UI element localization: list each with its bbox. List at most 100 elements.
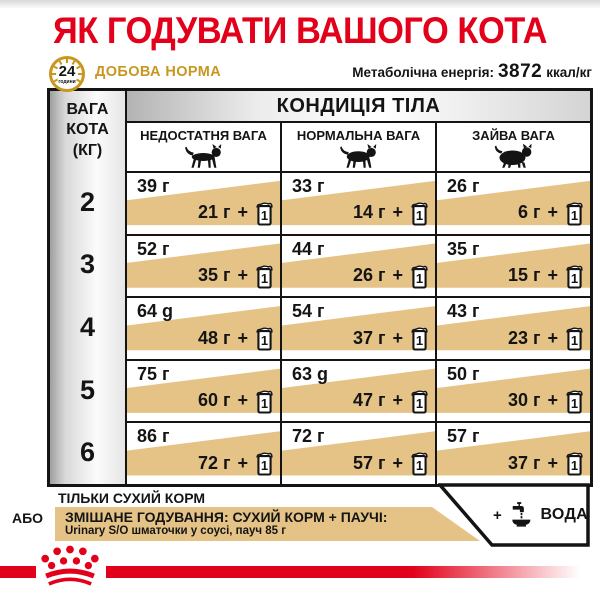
mixed-amount: 26 г + 1: [353, 263, 429, 289]
mixed-amount-value: 72 г: [197, 452, 231, 473]
fat-cat-icon: [494, 144, 532, 168]
dry-amount: 72 г: [292, 426, 325, 447]
mixed-amount: 37 г + 1: [353, 325, 429, 351]
feeding-cell: 52 г 35 г + 1: [127, 235, 280, 297]
feeding-cell: 35 г 15 г + 1: [435, 235, 590, 297]
plus-sign: +: [547, 452, 558, 473]
plus-sign: +: [237, 452, 248, 473]
table-row: 39 г 21 г + 1 33 г 14 г +: [127, 173, 590, 234]
dry-amount: 50 г: [447, 363, 480, 384]
feeding-cell: 63 g 47 г + 1: [280, 360, 435, 422]
plus-sign: +: [237, 202, 248, 223]
feeding-cell: 39 г 21 г + 1: [127, 173, 280, 234]
pouch-icon: 1: [255, 200, 274, 226]
mixed-amount-value: 23 г: [507, 327, 541, 348]
plus-sign: +: [392, 202, 403, 223]
pouch-count: 1: [570, 395, 579, 411]
dry-amount: 35 г: [447, 238, 480, 259]
pouch-icon: 1: [410, 325, 429, 351]
pouch-count: 1: [570, 333, 579, 349]
table-row: 52 г 35 г + 1 44 г 26 г +: [127, 233, 590, 297]
mixed-amount-value: 57 г: [352, 452, 386, 473]
water-box-outline: [436, 483, 590, 547]
pouch-count: 1: [415, 207, 424, 223]
pouch-count: 1: [415, 395, 424, 411]
mixed-amount: 72 г + 1: [198, 450, 274, 476]
mixed-amount-value: 37 г: [507, 452, 541, 473]
feeding-cell: 57 г 37 г + 1: [435, 423, 590, 484]
dry-amount: 52 г: [137, 238, 170, 259]
feeding-cell: 33 г 14 г + 1: [280, 173, 435, 234]
royal-canin-crown-logo: [41, 545, 99, 586]
page-title: ЯК ГОДУВАТИ ВАШОГО КОТА: [52, 10, 548, 51]
plus-sign: +: [392, 265, 403, 286]
metabolic-energy: Метаболічна енергія: 3872 ккал/кг: [352, 61, 592, 83]
weight-value: 4: [79, 311, 96, 342]
feeding-table: ВАГА КОТА (КГ) 2 3 4 5 6 КОНДИЦІЯ ТІЛА НЕДОС…: [47, 88, 593, 487]
mixed-amount: 48 г + 1: [198, 325, 274, 351]
pouch-icon: 1: [410, 200, 429, 226]
feeding-cell: 72 г 57 г + 1: [280, 423, 435, 484]
dry-only-label: ТІЛЬКИ СУХИЙ КОРМ: [58, 490, 206, 506]
pouch-count: 1: [260, 207, 269, 223]
pouch-icon: 1: [565, 263, 584, 289]
mixed-amount-value: 14 г: [352, 202, 386, 223]
pouch-count: 1: [260, 270, 269, 286]
dry-amount: 43 г: [447, 301, 480, 322]
plus-sign: +: [392, 390, 403, 411]
mixed-amount: 37 г + 1: [508, 450, 584, 476]
plus-sign: +: [392, 327, 403, 348]
normal-cat-icon: [339, 144, 376, 168]
dry-amount: 86 г: [137, 426, 170, 447]
dry-amount: 63 g: [292, 363, 329, 384]
pouch-count: 1: [260, 395, 269, 411]
dry-amount: 75 г: [137, 363, 170, 384]
pouch-icon: 1: [255, 388, 274, 414]
plus-sign: +: [237, 265, 248, 286]
mixed-amount: 47 г + 1: [353, 388, 429, 414]
pouch-count: 1: [570, 458, 579, 474]
plus-sign: +: [547, 327, 558, 348]
dry-amount: 64 g: [137, 301, 174, 322]
weight-column: ВАГА КОТА (КГ) 2 3 4 5 6: [50, 91, 125, 484]
feeding-cell: 54 г 37 г + 1: [280, 298, 435, 359]
column-header-overweight: ЗАЙВА ВАГА: [435, 123, 590, 171]
plus-sign: +: [237, 390, 248, 411]
dry-amount: 44 г: [292, 238, 325, 259]
or-label: АБО: [12, 510, 44, 526]
pouch-icon: 1: [565, 450, 584, 476]
red-bar-left: [0, 566, 36, 578]
feeding-cell: 75 г 60 г + 1: [127, 360, 280, 422]
energy-value: 3872: [497, 61, 543, 82]
mixed-amount: 30 г + 1: [508, 388, 584, 414]
pouch-count: 1: [415, 270, 424, 286]
mixed-feeding-band: ЗМІШАНЕ ГОДУВАННЯ: СУХИЙ КОРМ + ПАУЧІ: U…: [55, 507, 480, 541]
mixed-amount-value: 30 г: [507, 390, 541, 411]
feeding-cell: 64 g 48 г + 1: [127, 298, 280, 359]
plus-sign: +: [392, 452, 403, 473]
feeding-cell: 43 г 23 г + 1: [435, 298, 590, 359]
pouch-icon: 1: [255, 263, 274, 289]
pouch-count: 1: [260, 458, 269, 474]
dry-amount: 54 г: [292, 301, 325, 322]
weight-value: 3: [79, 249, 96, 280]
daily-norm-badge: 24 години: [47, 54, 87, 94]
mixed-amount-value: 47 г: [352, 390, 386, 411]
mixed-amount-value: 48 г: [197, 327, 231, 348]
pouch-count: 1: [570, 207, 579, 223]
mixed-amount-value: 21 г: [197, 202, 231, 223]
mixed-amount: 14 г + 1: [353, 200, 429, 226]
pouch-icon: 1: [565, 388, 584, 414]
mixed-amount: 23 г + 1: [508, 325, 584, 351]
dry-amount: 33 г: [292, 176, 325, 196]
weight-values: 2 3 4 5 6: [50, 171, 125, 484]
dry-amount: 57 г: [447, 426, 480, 447]
daily-norm-label: ДОБОВА НОРМА: [95, 64, 222, 80]
mixed-amount-value: 37 г: [352, 327, 386, 348]
mixed-amount: 35 г + 1: [198, 263, 274, 289]
energy-label: Метаболічна енергія:: [352, 65, 494, 80]
table-row: 75 г 60 г + 1 63 g 47 г +: [127, 358, 590, 422]
pouch-icon: 1: [410, 263, 429, 289]
mixed-feeding-title: ЗМІШАНЕ ГОДУВАННЯ: СУХИЙ КОРМ + ПАУЧІ:: [65, 509, 388, 525]
feeding-cell: 26 г 6 г + 1: [435, 173, 590, 234]
